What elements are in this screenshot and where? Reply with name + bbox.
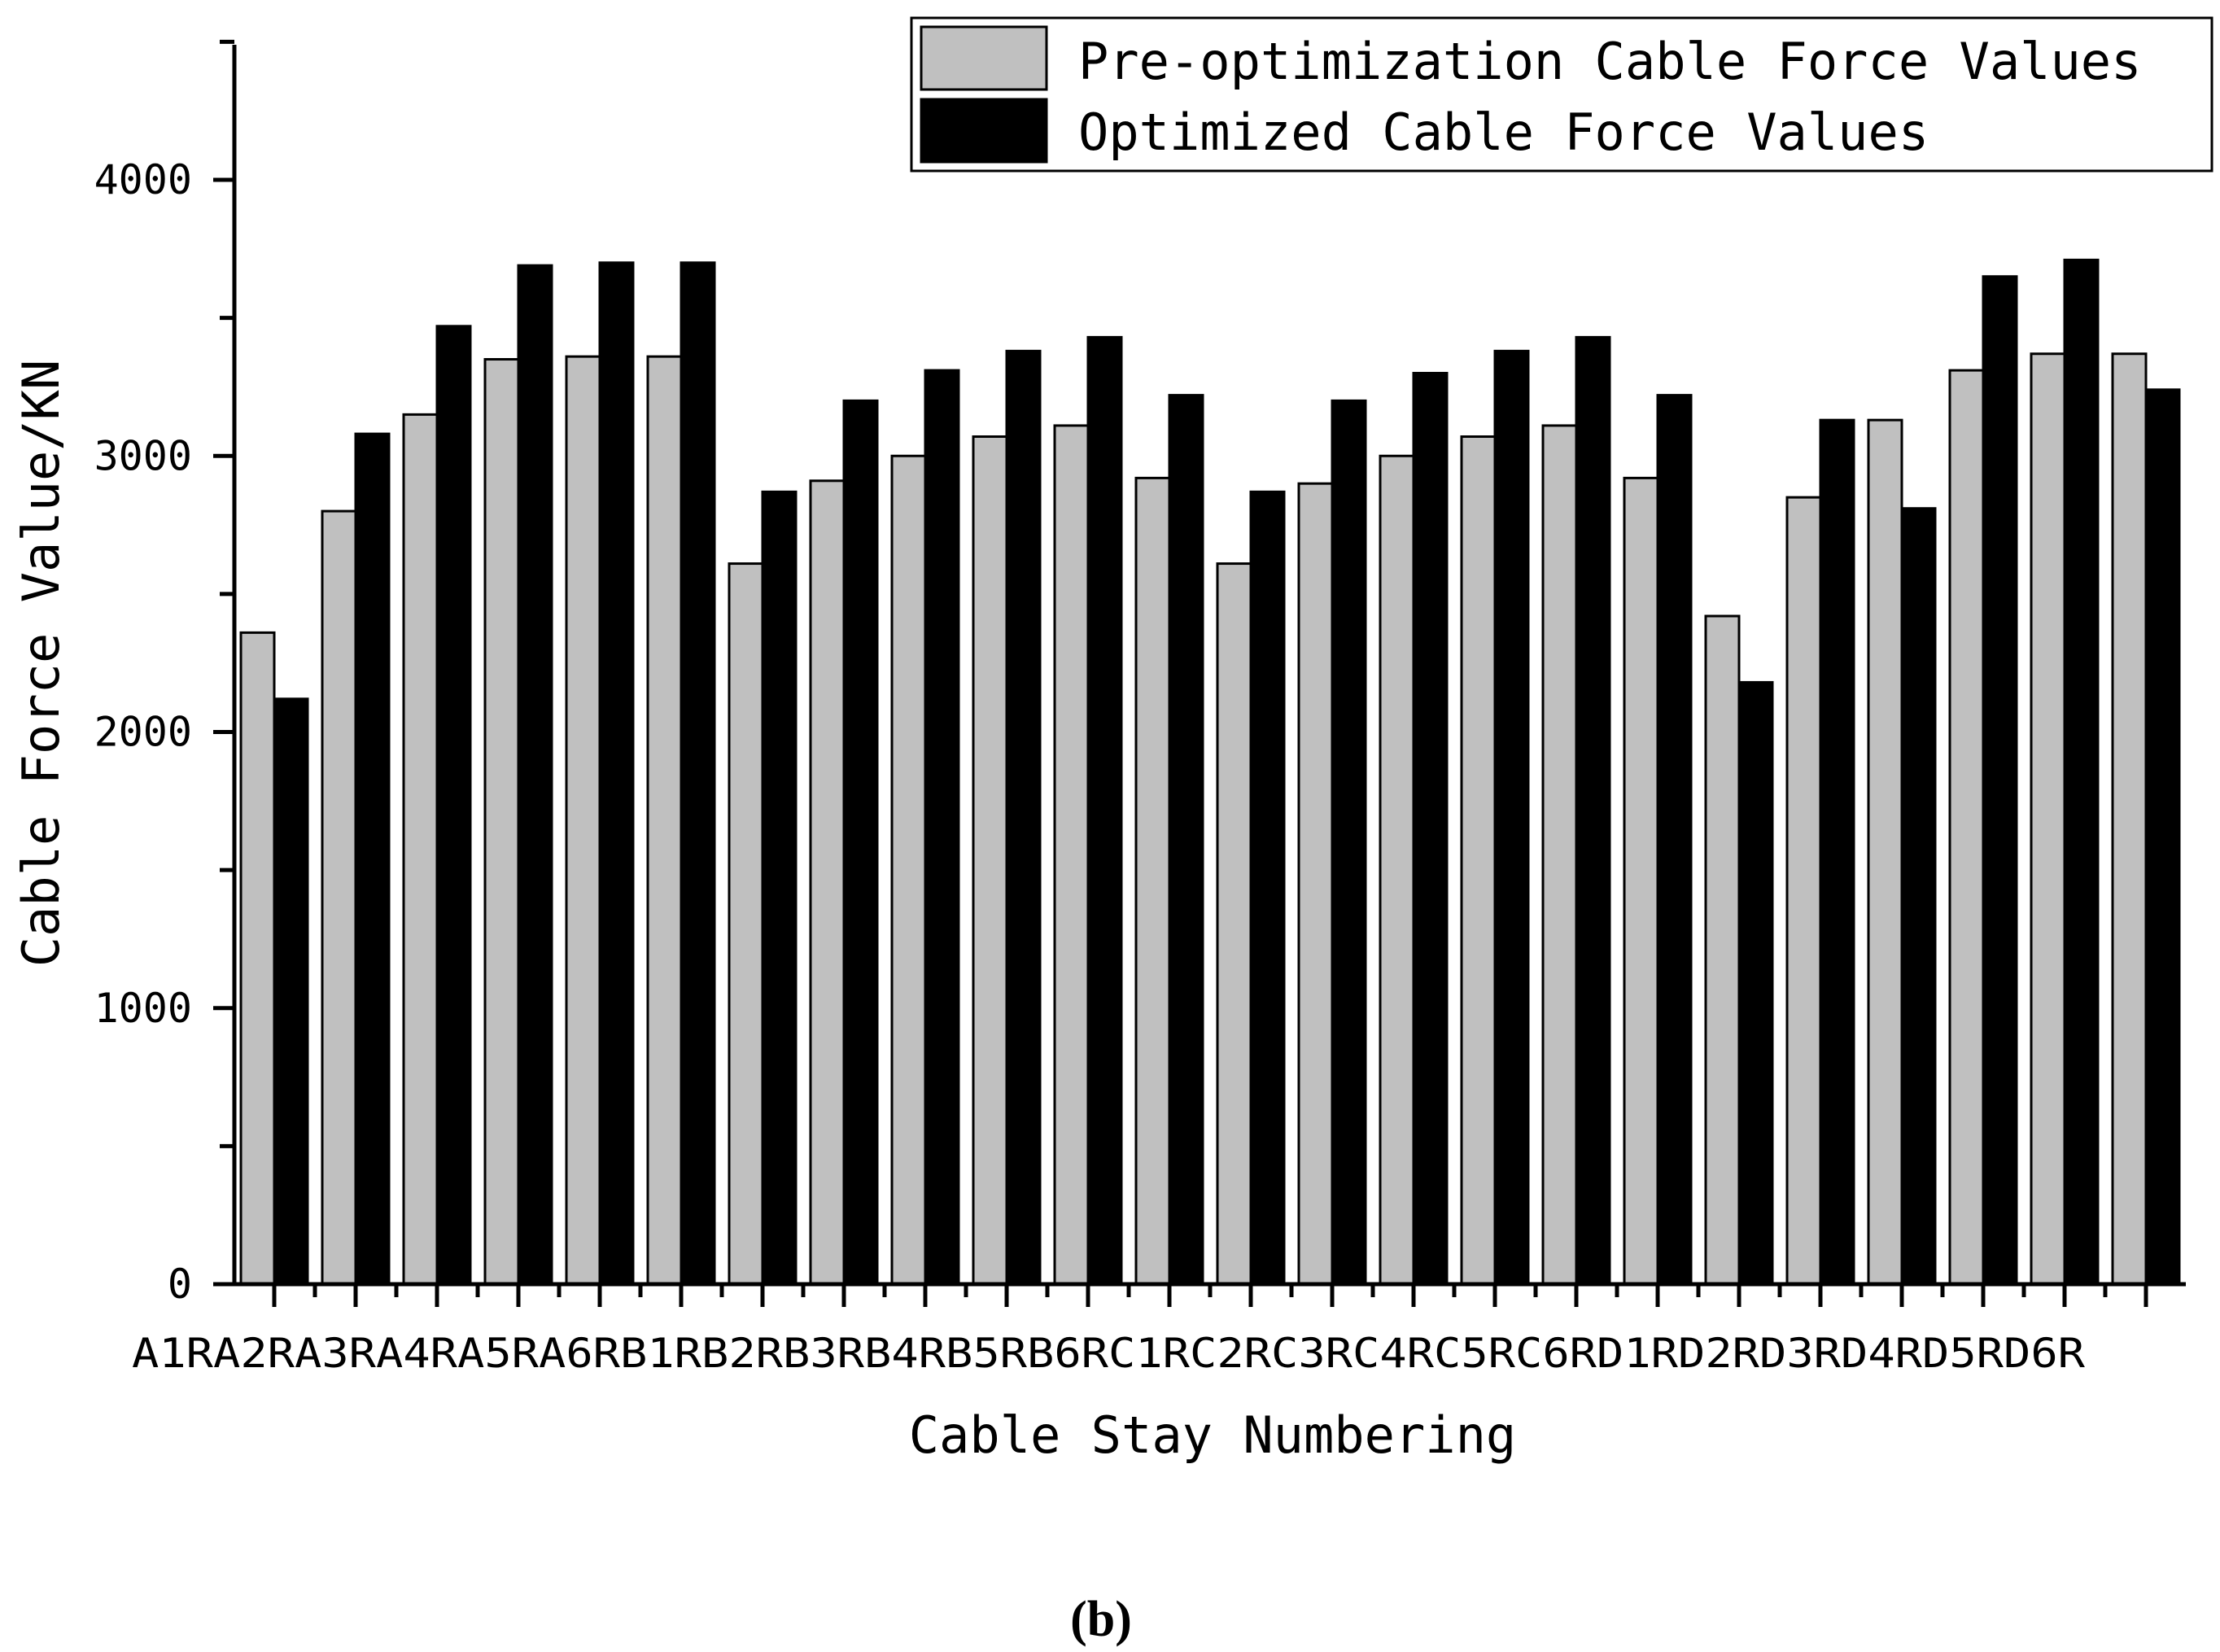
bar-optimized-B4R [1005, 349, 1042, 1286]
y-tick-label: 3000 [94, 432, 192, 479]
bar-pre-optimization-C2R [1297, 482, 1334, 1286]
bar-pre-optimization-B3R [890, 454, 927, 1286]
x-axis-title: Cable Stay Numbering [909, 1405, 1517, 1465]
legend-label-pre-optimization: Pre-optimization Cable Force Values [1078, 32, 2141, 91]
bar-optimized-A2R [354, 432, 391, 1286]
y-tick-label: 1000 [94, 985, 192, 1032]
bar-pre-optimization-B2R [809, 479, 846, 1286]
bar-pre-optimization-C3R [1379, 454, 1415, 1286]
legend: Pre-optimization Cable Force Values Opti… [910, 16, 2213, 173]
bar-pre-optimization-B4R [972, 435, 1008, 1286]
y-axis-title: Cable Force Value/KN [11, 360, 71, 968]
bar-pre-optimization-A2R [321, 509, 357, 1286]
bar-optimized-C5R [1575, 335, 1611, 1286]
bar-optimized-B5R [1086, 335, 1123, 1286]
legend-swatch-pre-optimization [920, 25, 1048, 91]
bar-optimized-B6R [1168, 394, 1204, 1286]
bar-optimized-A6R [680, 261, 716, 1286]
bar-optimized-C3R [1412, 371, 1449, 1286]
bar-optimized-B3R [924, 369, 960, 1286]
bar-optimized-D1R [1737, 680, 1774, 1286]
bar-pre-optimization-D4R [1948, 369, 1985, 1286]
bar-optimized-D2R [1819, 418, 1855, 1286]
bar-optimized-C4R [1493, 349, 1530, 1286]
bar-pre-optimization-D2R [1785, 496, 1822, 1286]
bar-optimized-B2R [842, 399, 879, 1286]
y-ticks: 0 1000 2000 3000 4000 [94, 39, 234, 1308]
bar-pre-optimization-A3R [402, 413, 439, 1286]
bar-pre-optimization-D6R [2111, 352, 2148, 1286]
x-ticks [272, 1284, 2148, 1307]
bar-pre-optimization-A6R [646, 355, 683, 1286]
legend-label-optimized: Optimized Cable Force Values [1078, 103, 1929, 162]
bar-pre-optimization-A4R [483, 358, 520, 1286]
bar-optimized-D3R [1900, 507, 1937, 1286]
bar-pre-optimization-C5R [1541, 424, 1578, 1286]
panel-label: (b) [1070, 1592, 1132, 1647]
bar-optimized-D6R [2144, 388, 2181, 1286]
bar-pre-optimization-A1R [239, 631, 276, 1286]
bar-pre-optimization-C1R [1216, 562, 1252, 1286]
bar-pre-optimization-D5R [2030, 352, 2066, 1286]
bar-pre-optimization-C6R [1623, 476, 1659, 1286]
y-tick-label: 4000 [94, 156, 192, 203]
bar-optimized-B1R [761, 490, 798, 1286]
legend-swatch-optimized [920, 98, 1048, 164]
x-tick-labels: A1RA2RA3RA4RA5RA6RB1RB2RB3RB4RB5RB6RC1RC… [132, 1330, 2086, 1377]
bar-optimized-D4R [1982, 275, 2018, 1286]
bar-optimized-A3R [435, 325, 472, 1286]
bar-optimized-C2R [1331, 399, 1367, 1286]
bar-pre-optimization-B6R [1134, 476, 1171, 1286]
bar-optimized-A4R [517, 264, 553, 1286]
bar-optimized-D5R [2063, 258, 2100, 1286]
y-tick-label: 2000 [94, 709, 192, 756]
legend-box [910, 16, 2213, 173]
bar-pre-optimization-D1R [1704, 614, 1741, 1286]
bar-pre-optimization-B5R [1053, 424, 1090, 1286]
bars-layer [239, 258, 2181, 1286]
bar-pre-optimization-C4R [1460, 435, 1497, 1286]
bar-pre-optimization-D3R [1867, 418, 1903, 1286]
bar-optimized-C1R [1249, 490, 1286, 1286]
bar-pre-optimization-B1R [728, 562, 764, 1286]
bar-optimized-A5R [598, 261, 635, 1286]
bar-pre-optimization-A5R [565, 355, 601, 1286]
bar-optimized-A1R [273, 697, 309, 1286]
y-tick-label: 0 [168, 1261, 192, 1308]
bar-optimized-C6R [1656, 394, 1693, 1286]
